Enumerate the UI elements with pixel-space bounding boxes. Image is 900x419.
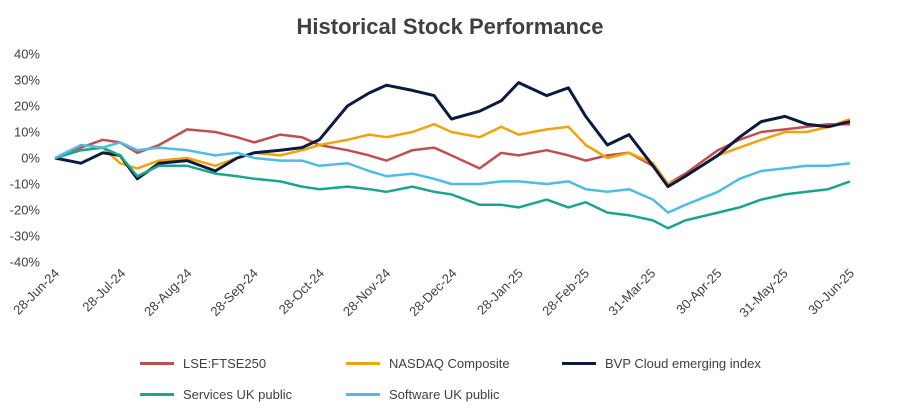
series-line-bvp-cloud-emerging-index <box>54 81 851 189</box>
series-line-lse-ftse250 <box>54 122 850 186</box>
legend-label: BVP Cloud emerging index <box>605 356 761 371</box>
x-tick-label: 30-Apr-25 <box>673 266 724 317</box>
legend-swatch <box>346 362 380 365</box>
legend-item-software: Software UK public <box>346 387 500 402</box>
x-tick-label: 28-Dec-24 <box>406 266 460 320</box>
y-tick-label: -10% <box>10 177 41 192</box>
x-tick-label: 31-Mar-25 <box>605 266 658 319</box>
legend-label: LSE:FTSE250 <box>183 356 267 371</box>
series-line-services-uk-public <box>54 146 851 230</box>
series-lines <box>54 81 851 230</box>
x-tick-label: 30-Jun-25 <box>805 266 857 318</box>
series-line-software-uk-public <box>54 141 851 214</box>
y-tick-label: -20% <box>10 203 41 218</box>
legend-item-ftse250: LSE:FTSE250 <box>140 356 266 371</box>
legend: LSE:FTSE250 NASDAQ Composite BVP Cloud e… <box>0 352 900 412</box>
legend-swatch <box>346 393 380 396</box>
x-tick-label: 28-Sep-24 <box>207 266 261 320</box>
legend-item-services: Services UK public <box>140 387 292 402</box>
legend-swatch <box>140 393 174 396</box>
legend-label: NASDAQ Composite <box>389 356 510 371</box>
x-tick-label: 28-Jun-24 <box>10 266 62 318</box>
x-tick-label: 28-Nov-24 <box>340 266 394 320</box>
y-tick-label: -40% <box>10 255 41 270</box>
legend-label: Software UK public <box>389 387 500 402</box>
x-tick-label: 28-Jul-24 <box>79 266 128 315</box>
legend-item-nasdaq: NASDAQ Composite <box>346 356 510 371</box>
y-tick-label: 40% <box>14 47 40 62</box>
series-line-nasdaq-composite <box>54 117 851 186</box>
y-tick-label: 0% <box>21 151 40 166</box>
x-tick-label: 31-May-25 <box>736 266 791 321</box>
y-tick-label: 20% <box>14 99 40 114</box>
legend-swatch <box>562 362 596 365</box>
x-tick-label: 28-Jan-25 <box>474 266 526 318</box>
x-tick-label: 28-Aug-24 <box>141 266 195 320</box>
y-tick-label: -30% <box>10 229 41 244</box>
x-axis-labels: 28-Jun-24 28-Jul-24 28-Aug-24 28-Sep-24 28-O… <box>10 266 857 321</box>
legend-item-bvp: BVP Cloud emerging index <box>562 356 761 371</box>
x-tick-label: 28-Oct-24 <box>276 266 327 317</box>
legend-swatch <box>140 362 174 365</box>
y-tick-label: 10% <box>14 125 40 140</box>
y-axis-labels: 40% 30% 20% 10% 0% -10% -20% -30% -40% <box>10 47 41 270</box>
x-tick-label: 28-Feb-25 <box>539 266 592 319</box>
chart-title: Historical Stock Performance <box>296 14 604 39</box>
y-tick-label: 30% <box>14 73 40 88</box>
legend-label: Services UK public <box>183 387 293 402</box>
